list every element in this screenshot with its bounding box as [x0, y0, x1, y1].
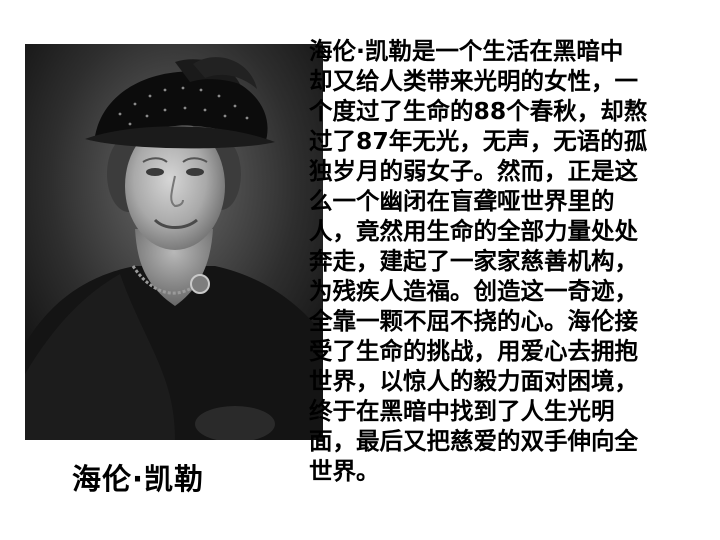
biography-line: 个度过了生命的88个春秋，却熬 — [309, 97, 648, 125]
biography-line: 世界。 — [309, 457, 380, 485]
portrait-caption: 海伦·凯勒 — [72, 462, 205, 496]
biography-line: 独岁月的弱女子。然而，正是这 — [309, 157, 638, 185]
biography-line: 奔走，建起了一家家慈善机构， — [309, 247, 638, 275]
biography-line: 过了87年无光，无声，无语的孤 — [309, 127, 648, 155]
biography-line: 终于在黑暗中找到了人生光明 — [309, 397, 615, 425]
biography-line: 受了生命的挑战，用爱心去拥抱 — [309, 337, 638, 365]
biography-line: 为残疾人造福。创造这一奇迹， — [309, 277, 638, 305]
biography-line: 海伦·凯勒是一个生活在黑暗中 — [309, 37, 624, 65]
biography-line: 却又给人类带来光明的女性，一 — [309, 67, 638, 95]
portrait-photo — [25, 44, 323, 440]
biography-text: 海伦·凯勒是一个生活在黑暗中 却又给人类带来光明的女性，一 个度过了生命的88个… — [309, 36, 714, 486]
biography-line: 全靠一颗不屈不挠的心。海伦接 — [309, 307, 638, 335]
biography-line: 世界，以惊人的毅力面对困境， — [309, 367, 638, 395]
portrait-illustration — [25, 44, 323, 440]
biography-line: 么一个幽闭在盲聋哑世界里的 — [309, 187, 615, 215]
biography-line: 面，最后又把慈爱的双手伸向全 — [309, 427, 638, 455]
biography-line: 人，竟然用生命的全部力量处处 — [309, 217, 638, 245]
